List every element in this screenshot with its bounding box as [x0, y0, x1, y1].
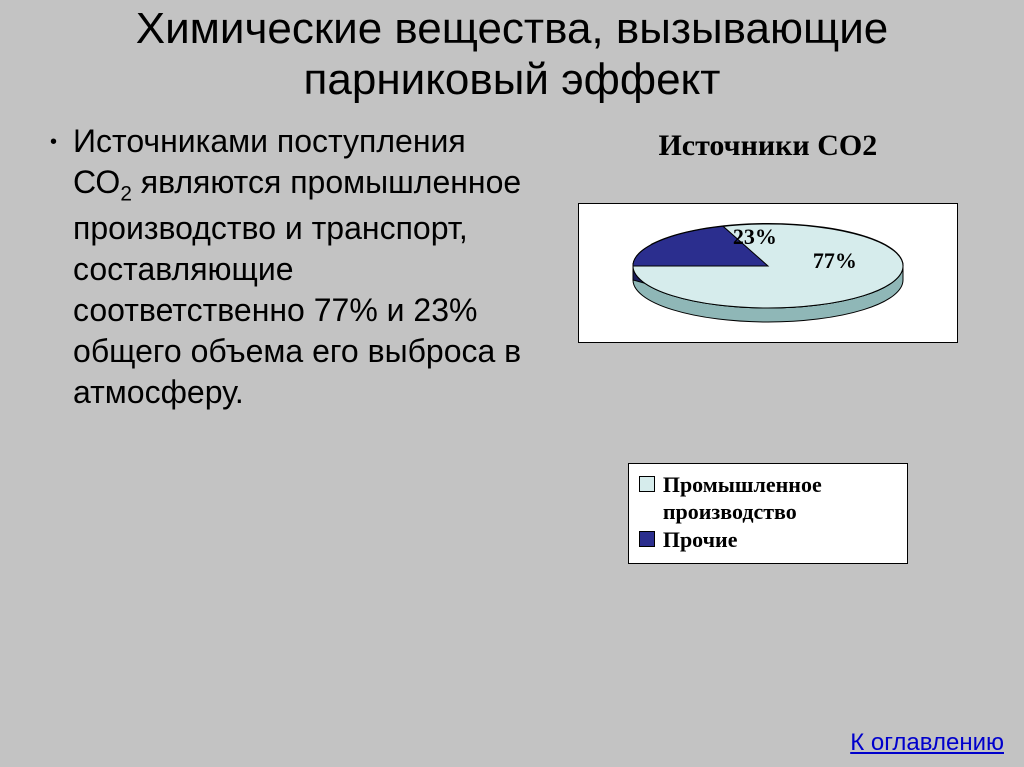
- legend-label: Промышленное производство: [663, 472, 897, 525]
- toc-link[interactable]: К оглавлению: [850, 729, 1004, 757]
- legend-swatch: [639, 531, 655, 547]
- chart-legend: Промышленное производство Прочие: [628, 463, 908, 564]
- legend-label: Прочие: [663, 527, 738, 553]
- chart-column: Источники СО2 23% 77%: [532, 113, 1004, 564]
- pie-label-77: 77%: [813, 248, 857, 274]
- body-text: Источниками поступления СО2 являются про…: [73, 121, 532, 413]
- text-column: • Источниками поступления СО2 являются п…: [20, 113, 532, 564]
- pie-chart-box: 23% 77%: [578, 203, 958, 343]
- pie-chart: 23% 77%: [618, 218, 918, 328]
- pie-label-23: 23%: [733, 224, 777, 250]
- chart-title: Источники СО2: [658, 129, 877, 163]
- bullet-icon: •: [50, 131, 57, 154]
- slide-title: Химические вещества, вызывающие парников…: [0, 0, 1024, 113]
- legend-item: Промышленное производство: [639, 472, 897, 525]
- legend-swatch: [639, 476, 655, 492]
- legend-item: Прочие: [639, 527, 897, 553]
- content-area: • Источниками поступления СО2 являются п…: [0, 113, 1024, 564]
